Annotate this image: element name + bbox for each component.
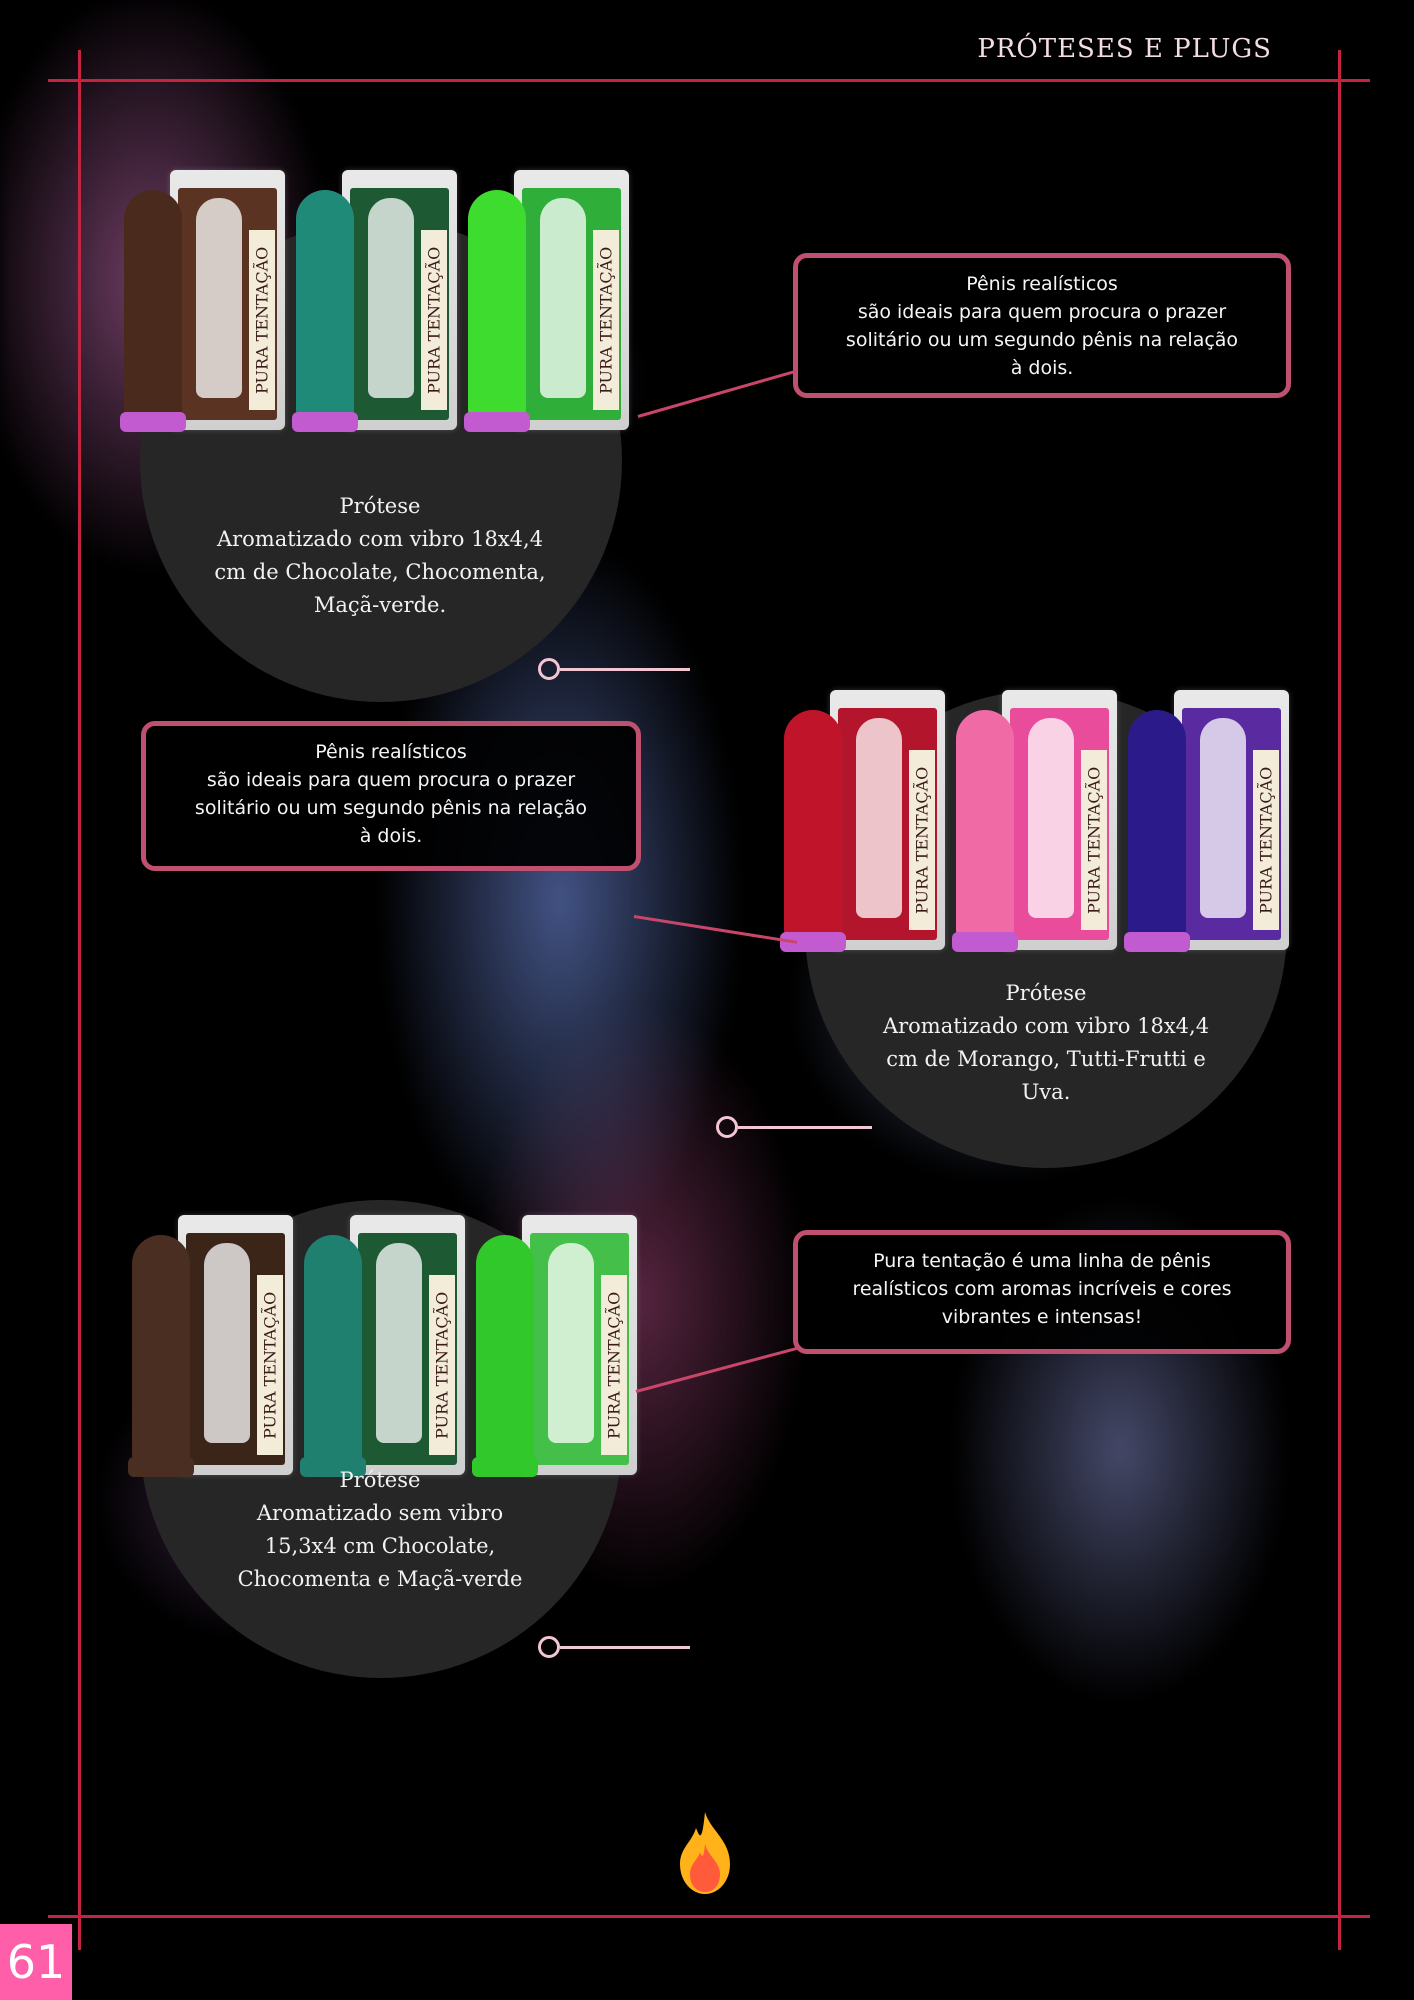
package-label: PURA TENTAÇÃO: [429, 1275, 455, 1455]
flame-icon: [680, 1812, 730, 1894]
product-variant: PURA TENTAÇÃO: [464, 170, 634, 440]
product-base: [1124, 932, 1190, 952]
product-shape: [128, 1235, 194, 1477]
caption-line: cm de Morango, Tutti-Frutti e: [886, 1047, 1206, 1071]
product-shape: [292, 190, 358, 432]
slider-knob: [538, 658, 560, 680]
package: PURA TENTAÇÃO: [514, 170, 629, 430]
product-shape: [1124, 710, 1190, 952]
info-line: Pênis realísticos: [315, 741, 467, 763]
slider-bar: [560, 668, 690, 671]
frame-right-line: [1338, 50, 1341, 1950]
info-line: à dois.: [1010, 357, 1074, 379]
caption-line: Aromatizado com vibro 18x4,4: [216, 527, 544, 551]
caption-line: Prótese: [339, 1468, 421, 1492]
caption-line: Prótese: [1005, 981, 1087, 1005]
info-line: Pênis realísticos: [966, 273, 1118, 295]
product-shape: [120, 190, 186, 432]
blister: [376, 1243, 422, 1443]
product-shape: [300, 1235, 366, 1477]
caption-line: Aromatizado com vibro 18x4,4: [882, 1014, 1210, 1038]
caption-line: 15,3x4 cm Chocolate,: [264, 1534, 496, 1558]
product-base: [780, 932, 846, 952]
product-image-2: PURA TENTAÇÃO PURA TENTAÇÃO PURA TENTAÇÃ…: [780, 690, 1296, 960]
product-base: [952, 932, 1018, 952]
info-line: realísticos com aromas incríveis e cores: [852, 1278, 1232, 1300]
frame-top-line: [48, 79, 1370, 82]
package: PURA TENTAÇÃO: [350, 1215, 465, 1475]
product-variant: PURA TENTAÇÃO: [128, 1215, 298, 1485]
package: PURA TENTAÇÃO: [170, 170, 285, 430]
product-image-1: PURA TENTAÇÃO PURA TENTAÇÃO PURA TENTAÇÃ…: [120, 170, 636, 440]
product-variant: PURA TENTAÇÃO: [472, 1215, 642, 1485]
info-line: à dois.: [359, 825, 423, 847]
product-variant: PURA TENTAÇÃO: [780, 690, 950, 960]
blister: [1028, 718, 1074, 918]
product-shape: [952, 710, 1018, 952]
product-caption-1: Prótese Aromatizado com vibro 18x4,4 cm …: [170, 490, 590, 622]
page-title: PRÓTESES E PLUGS: [977, 34, 1272, 64]
page-number: 61: [0, 1924, 72, 2000]
caption-line: Uva.: [1021, 1080, 1071, 1104]
slider-knob: [716, 1116, 738, 1138]
blister: [548, 1243, 594, 1443]
package-label: PURA TENTAÇÃO: [1253, 750, 1279, 930]
package-label: PURA TENTAÇÃO: [601, 1275, 627, 1455]
package: PURA TENTAÇÃO: [830, 690, 945, 950]
blister: [196, 198, 242, 398]
caption-line: cm de Chocolate, Chocomenta,: [214, 560, 546, 584]
product-variant: PURA TENTAÇÃO: [300, 1215, 470, 1485]
info-box-3: Pura tentação é uma linha de pênis realí…: [793, 1230, 1291, 1354]
package: PURA TENTAÇÃO: [522, 1215, 637, 1475]
caption-line: Chocomenta e Maçã-verde: [237, 1567, 523, 1591]
product-variant: PURA TENTAÇÃO: [120, 170, 290, 440]
info-line: são ideais para quem procura o prazer: [857, 301, 1227, 323]
product-base: [292, 412, 358, 432]
package-label: PURA TENTAÇÃO: [593, 230, 619, 410]
product-caption-2: Prótese Aromatizado com vibro 18x4,4 cm …: [836, 977, 1256, 1109]
blister: [856, 718, 902, 918]
product-shape: [472, 1235, 538, 1477]
product-shape: [780, 710, 846, 952]
blister: [368, 198, 414, 398]
blister: [204, 1243, 250, 1443]
product-variant: PURA TENTAÇÃO: [952, 690, 1122, 960]
product-base: [464, 412, 530, 432]
product-variant: PURA TENTAÇÃO: [1124, 690, 1294, 960]
frame-left-line: [78, 50, 81, 1950]
caption-line: Maçã-verde.: [313, 593, 447, 617]
info-line: vibrantes e intensas!: [941, 1306, 1143, 1328]
package: PURA TENTAÇÃO: [1002, 690, 1117, 950]
product-image-3: PURA TENTAÇÃO PURA TENTAÇÃO PURA TENTAÇÃ…: [128, 1215, 644, 1485]
product-base: [128, 1457, 194, 1477]
product-base: [472, 1457, 538, 1477]
package-label: PURA TENTAÇÃO: [1081, 750, 1107, 930]
info-line: são ideais para quem procura o prazer: [206, 769, 576, 791]
product-base: [120, 412, 186, 432]
slider-bar: [560, 1646, 690, 1649]
package-label: PURA TENTAÇÃO: [909, 750, 935, 930]
info-line: Pura tentação é uma linha de pênis: [873, 1250, 1211, 1272]
info-box-1: Pênis realísticos são ideais para quem p…: [793, 253, 1291, 398]
caption-line: Aromatizado sem vibro: [256, 1501, 504, 1525]
info-line: solitário ou um segundo pênis na relação: [845, 329, 1239, 351]
package-label: PURA TENTAÇÃO: [421, 230, 447, 410]
slider-bar: [738, 1126, 872, 1129]
blister: [540, 198, 586, 398]
product-caption-3: Prótese Aromatizado sem vibro 15,3x4 cm …: [170, 1464, 590, 1596]
package: PURA TENTAÇÃO: [1174, 690, 1289, 950]
frame-bottom-line: [48, 1915, 1370, 1918]
package: PURA TENTAÇÃO: [178, 1215, 293, 1475]
product-shape: [464, 190, 530, 432]
info-box-2: Pênis realísticos são ideais para quem p…: [141, 721, 641, 871]
info-line: solitário ou um segundo pênis na relação: [194, 797, 588, 819]
package-label: PURA TENTAÇÃO: [249, 230, 275, 410]
blister: [1200, 718, 1246, 918]
package-label: PURA TENTAÇÃO: [257, 1275, 283, 1455]
product-base: [300, 1457, 366, 1477]
package: PURA TENTAÇÃO: [342, 170, 457, 430]
product-variant: PURA TENTAÇÃO: [292, 170, 462, 440]
caption-line: Prótese: [339, 494, 421, 518]
slider-knob: [538, 1636, 560, 1658]
